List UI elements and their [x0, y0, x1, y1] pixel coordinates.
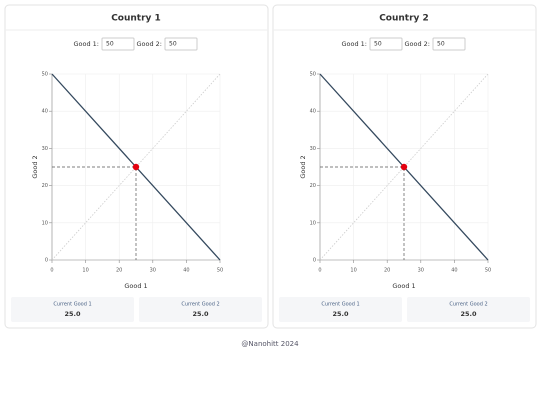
stat-value: 25.0	[460, 310, 477, 318]
x-tick-label: 0	[50, 268, 53, 274]
y-tick-label: 50	[310, 72, 316, 78]
input-label: Good 1:	[73, 40, 99, 48]
x-tick-label: 30	[150, 268, 156, 274]
x-tick-label: 50	[485, 268, 491, 274]
stat-label: Current Good 2	[449, 302, 487, 308]
input-value[interactable]: 50	[106, 41, 114, 48]
y-tick-label: 20	[310, 183, 316, 189]
y-axis-label: Good 2	[299, 155, 307, 178]
x-tick-label: 20	[384, 268, 390, 274]
y-tick-label: 30	[42, 146, 48, 152]
stat-box	[11, 297, 134, 322]
input-box[interactable]	[101, 37, 135, 51]
card-title: Country 1	[111, 14, 161, 24]
y-tick-label: 10	[42, 220, 48, 226]
guide-line	[52, 166, 137, 260]
y-tick-label: 10	[310, 220, 316, 226]
footer: @Nanohitt 2024	[241, 340, 299, 348]
y-tick-label: 20	[42, 183, 48, 189]
x-tick-label: 50	[217, 268, 223, 274]
stat-label: Current Good 2	[181, 302, 219, 308]
stat-label: Current Good 1	[321, 302, 359, 308]
y-tick-label: 30	[310, 146, 316, 152]
x-tick-label: 10	[350, 268, 356, 274]
x-tick-label: 10	[82, 268, 88, 274]
y-tick-label: 40	[42, 109, 48, 115]
input-label: Good 1:	[341, 40, 367, 48]
point	[132, 163, 140, 171]
x-tick-label: 20	[116, 268, 122, 274]
x-tick-label: 30	[418, 268, 424, 274]
input-label: Good 2:	[136, 40, 162, 48]
y-tick-label: 40	[310, 109, 316, 115]
y-axis-label: Good 2	[31, 155, 39, 178]
stat-label: Current Good 1	[53, 302, 91, 308]
x-tick-label: 40	[451, 268, 457, 274]
input-box[interactable]	[164, 37, 198, 51]
stat-value: 25.0	[64, 310, 81, 318]
y-tick-label: 0	[45, 258, 48, 264]
stat-value: 25.0	[332, 310, 349, 318]
y-tick-label: 50	[42, 72, 48, 78]
x-axis-label: Good 1	[124, 282, 147, 290]
input-value[interactable]: 50	[374, 41, 382, 48]
y-tick-label: 0	[313, 258, 316, 264]
stat-box	[139, 297, 262, 322]
input-box[interactable]	[432, 37, 466, 51]
input-value[interactable]: 50	[437, 41, 445, 48]
x-tick-label: 40	[183, 268, 189, 274]
stat-value: 25.0	[192, 310, 209, 318]
stat-box	[279, 297, 402, 322]
stat-box	[407, 297, 530, 322]
input-value[interactable]: 50	[169, 41, 177, 48]
x-axis-label: Good 1	[392, 282, 415, 290]
x-tick-label: 0	[318, 268, 321, 274]
card-title: Country 2	[379, 14, 429, 24]
input-label: Good 2:	[404, 40, 430, 48]
input-box[interactable]	[369, 37, 403, 51]
guide-line	[320, 166, 405, 260]
point	[400, 163, 408, 171]
